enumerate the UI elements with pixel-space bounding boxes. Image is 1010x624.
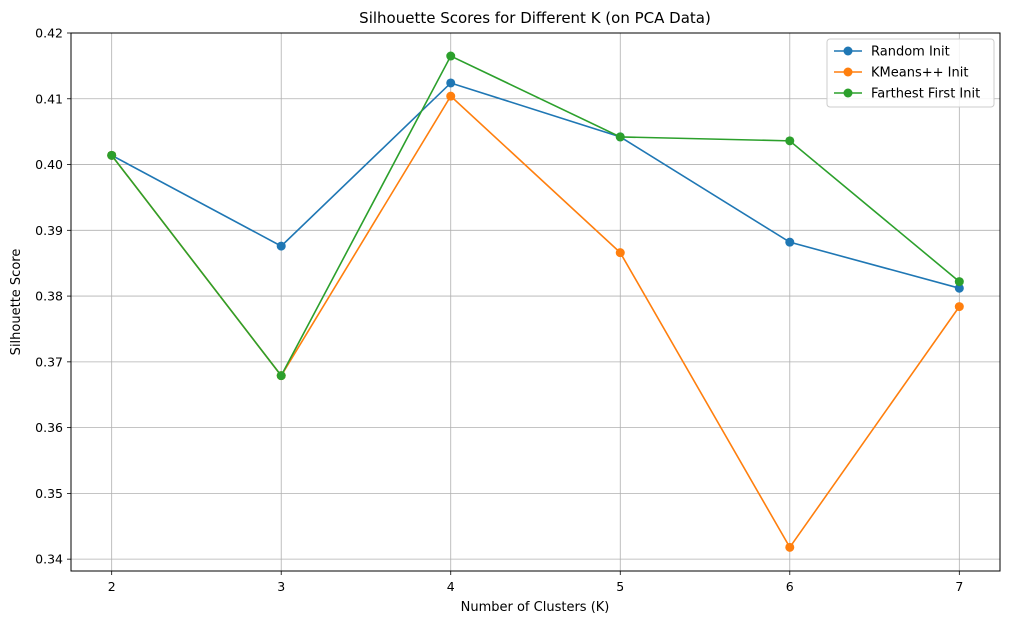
x-axis: 2 3 4 5 6 7 — [108, 571, 963, 594]
y-axis-label: Silhouette Score — [9, 249, 24, 356]
legend-label: Farthest First Init — [871, 87, 980, 102]
y-tick-label: 0.42 — [35, 26, 63, 41]
legend-swatch-marker — [843, 46, 853, 56]
data-point — [954, 283, 964, 293]
x-tick-label: 5 — [616, 579, 624, 594]
series-line — [111, 82, 960, 289]
legend-item: Random Init — [834, 45, 950, 60]
x-tick-label: 2 — [108, 579, 116, 594]
y-tick-label: 0.34 — [35, 552, 63, 567]
legend-box — [826, 38, 995, 108]
data-point — [446, 51, 456, 61]
series-line — [111, 54, 960, 378]
data-point — [276, 241, 286, 251]
series-layer — [107, 51, 964, 552]
data-point — [446, 91, 456, 101]
y-tick-label: 0.35 — [35, 486, 63, 501]
series-farthest-first-init — [107, 51, 964, 381]
data-point — [785, 136, 795, 146]
x-tick-label: 7 — [955, 579, 963, 594]
y-tick-label: 0.40 — [35, 157, 63, 172]
data-point — [954, 277, 964, 287]
legend: Random Init KMeans++ Init Farthest First I… — [826, 38, 995, 108]
data-point — [785, 542, 795, 552]
y-tick-label: 0.38 — [35, 289, 63, 304]
plot-frame — [70, 32, 1001, 572]
grid — [71, 32, 1000, 571]
legend-swatch-marker — [843, 67, 853, 77]
data-point — [107, 150, 117, 160]
x-tick-label: 6 — [786, 579, 794, 594]
data-point — [446, 78, 456, 88]
x-tick-label: 4 — [447, 579, 455, 594]
series-random-init — [107, 78, 964, 293]
x-axis-label: Number of Clusters (K) — [461, 600, 610, 615]
y-axis: 0.34 0.35 0.36 0.37 0.38 0.39 0.40 0.41 0.42 — [35, 26, 71, 567]
legend-item: KMeans++ Init — [834, 66, 968, 81]
legend-swatch-marker — [843, 88, 853, 98]
data-point — [615, 132, 625, 142]
data-point — [615, 248, 625, 258]
x-tick-label: 3 — [277, 579, 285, 594]
y-tick-label: 0.37 — [35, 354, 63, 369]
y-tick-label: 0.36 — [35, 420, 63, 435]
legend-item: Farthest First Init — [834, 87, 980, 102]
chart-title: Silhouette Scores for Different K (on PC… — [359, 9, 711, 27]
y-tick-label: 0.41 — [35, 91, 63, 106]
series-kmeans-init — [107, 91, 964, 552]
legend-label: KMeans++ Init — [871, 66, 968, 81]
y-tick-label: 0.39 — [35, 223, 63, 238]
data-point — [785, 237, 795, 247]
data-point — [954, 302, 964, 312]
legend-label: Random Init — [871, 45, 950, 60]
data-point — [276, 371, 286, 381]
